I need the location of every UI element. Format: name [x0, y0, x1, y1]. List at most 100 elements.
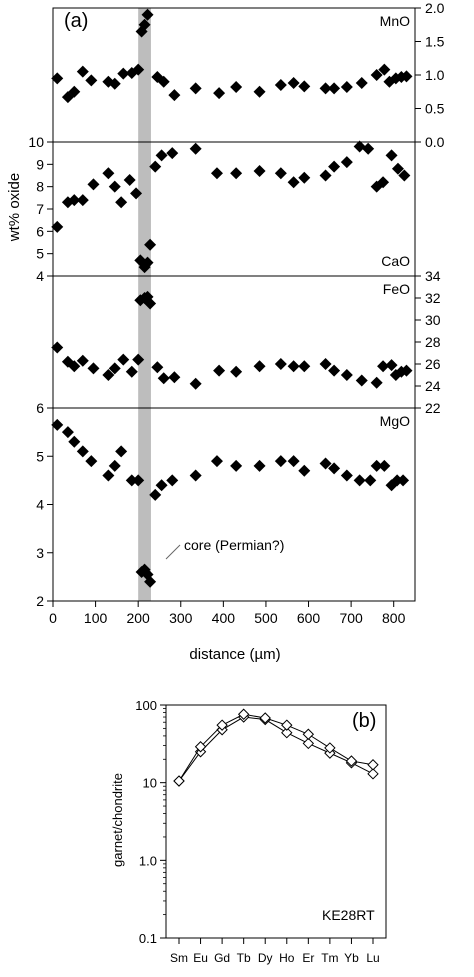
data-point-mgo [68, 435, 81, 448]
data-point-feo [144, 297, 157, 310]
data-point-cao [51, 220, 64, 233]
data-point-mgo [132, 474, 145, 487]
data-point-cao [362, 142, 375, 155]
data-point-cao [115, 196, 128, 209]
panel-a: 0 100 200 300 400 500 600 700 800 0.0 0.5 1.0 1.5 2.… [6, 0, 445, 663]
data-point-cao [253, 165, 266, 178]
y-tick-label: 5 [36, 246, 44, 262]
data-point-cao [385, 149, 398, 162]
data-point-mno [168, 89, 181, 102]
y-tick-label: 32 [425, 290, 441, 306]
data-point-mno [157, 75, 170, 88]
element-tick-label: Tb [237, 951, 251, 965]
ree-data-point [194, 741, 207, 753]
subplot-frame-cao [52, 141, 416, 277]
data-point-cao [328, 160, 341, 173]
data-point-feo [108, 362, 121, 375]
data-point-mgo [166, 474, 179, 487]
data-point-feo [157, 372, 170, 385]
data-point-cao [87, 178, 100, 191]
data-point-mgo [115, 445, 128, 458]
data-point-mgo [149, 488, 162, 501]
data-point-cao [144, 238, 157, 251]
ree-data-point [259, 712, 271, 724]
element-tick-label: Gd [214, 951, 230, 965]
data-point-feo [274, 358, 287, 370]
data-point-mgo [155, 479, 168, 492]
ree-data-point [302, 728, 315, 740]
data-point-mgo [378, 459, 391, 472]
data-point-cao [398, 169, 411, 182]
panel-b: 0.1 1.0 10 100 Sm Eu Gd Tb Dy Ho Er Tm Yb Lu (b) gar… [110, 698, 387, 965]
x-axis-label: distance (µm) [189, 646, 280, 663]
data-point-cao [76, 194, 89, 207]
y-tick-label: 2 [36, 593, 44, 609]
ree-pattern-line-2 [178, 713, 374, 782]
data-point-feo [189, 377, 202, 390]
data-point-mgo [76, 445, 89, 458]
y-tick-label: 1.5 [425, 34, 445, 50]
ree-data-point [281, 719, 293, 731]
y-tick-label: 0.5 [425, 101, 445, 117]
data-point-mno [230, 81, 243, 94]
data-point-cao [274, 167, 287, 180]
data-point-mno [378, 63, 391, 76]
data-point-feo [102, 369, 115, 381]
data-point-feo [253, 360, 266, 373]
y-tick-label: 30 [425, 312, 441, 328]
data-point-mno [189, 82, 202, 95]
element-tick-label: Dy [258, 951, 273, 965]
data-point-cao [377, 176, 390, 189]
y-tick-label: 9 [36, 156, 44, 172]
panel-b-y-axis-label: garnet/chondrite [110, 773, 125, 867]
x-tick-label: 600 [297, 610, 321, 626]
data-point-cao [319, 169, 332, 182]
oxide-label-mgo: MgO [380, 413, 410, 429]
ree-data-point [281, 726, 293, 739]
data-point-feo [287, 360, 300, 373]
y-tick-label: 28 [425, 334, 441, 350]
y-tick-label: 24 [425, 378, 441, 394]
data-point-feo [370, 376, 383, 389]
core-annotation: core (Permian?) [184, 537, 284, 553]
data-point-mno [76, 65, 89, 78]
ree-data-point [237, 708, 250, 720]
data-point-cao [68, 194, 81, 207]
panel-b-frame [165, 704, 387, 939]
data-point-mgo [298, 464, 311, 477]
data-point-mno [328, 82, 341, 95]
data-point-feo [125, 365, 138, 378]
data-point-feo [151, 361, 164, 374]
ree-data-point [216, 719, 228, 731]
x-tick-label: 100 [84, 610, 108, 626]
sample-label: KE28RT [322, 907, 375, 923]
y-tick-label: 1.0 [139, 853, 157, 868]
subplot-frame-mno [52, 7, 416, 143]
data-point-mgo [274, 455, 287, 468]
data-point-mgo [340, 469, 353, 482]
subplot-frame-mgo [52, 407, 416, 602]
data-point-feo [68, 360, 81, 373]
data-point-cao [391, 162, 404, 175]
y-tick-label: 3 [36, 545, 44, 561]
data-point-feo [213, 364, 226, 377]
data-point-cao [340, 156, 353, 169]
data-point-cao [155, 149, 168, 162]
data-point-feo [230, 365, 243, 378]
data-point-mgo [397, 474, 410, 487]
data-point-feo [51, 341, 64, 354]
data-point-mgo [189, 469, 202, 482]
data-point-feo [328, 364, 341, 377]
data-point-feo [400, 364, 413, 377]
data-point-mgo [144, 575, 157, 588]
data-point-mgo [370, 459, 383, 472]
data-point-mno [400, 70, 413, 83]
data-point-cao [141, 256, 154, 269]
data-point-mno [141, 8, 154, 21]
data-point-mno [132, 63, 145, 76]
data-point-mgo [51, 418, 64, 431]
data-point-feo [168, 371, 181, 384]
data-point-mno [213, 87, 226, 100]
x-tick-label: 0 [49, 610, 57, 626]
